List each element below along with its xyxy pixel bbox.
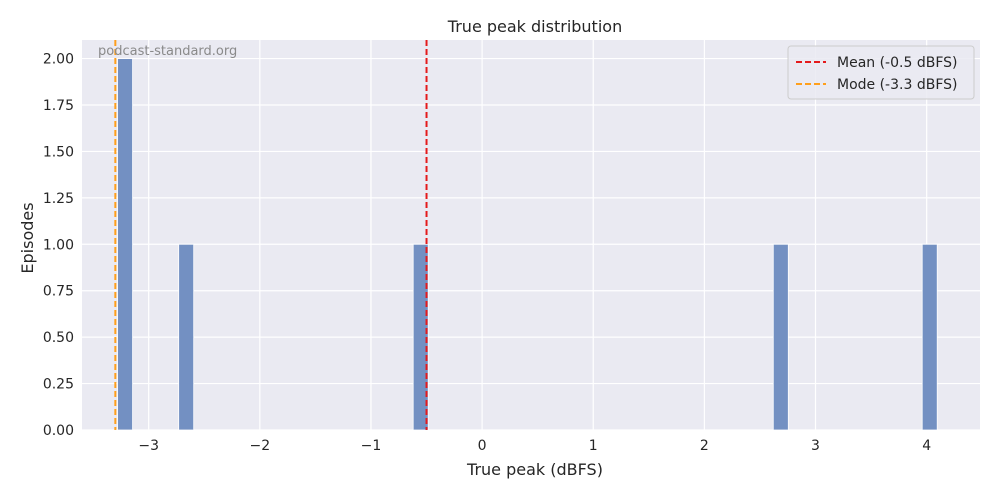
y-tick-label-6: 1.50	[43, 144, 74, 160]
histogram-bar-1	[178, 243, 195, 431]
legend-box	[787, 45, 975, 100]
x-tick-label-0: −3	[138, 438, 159, 454]
legend: Mean (-0.5 dBFS) Mode (-3.3 dBFS)	[787, 45, 975, 100]
x-tick-label-3: 0	[478, 438, 487, 454]
reference-lines	[114, 40, 428, 430]
histogram-bar-0	[117, 58, 133, 431]
y-axis-label: Episodes	[18, 202, 37, 273]
histogram-bar-2	[412, 243, 429, 431]
y-tick-label-1: 0.25	[43, 377, 74, 393]
y-tick-label-5: 1.25	[43, 191, 74, 207]
histogram-bar-4	[921, 243, 938, 431]
y-tick-labels: 0.00 0.25 0.50 0.75 1.00 1.25 1.50 1.75 2.00	[43, 52, 74, 439]
legend-label-mean: Mean (-0.5 dBFS)	[837, 55, 957, 71]
y-tick-label-2: 0.50	[43, 330, 74, 346]
x-tick-label-4: 1	[589, 438, 598, 454]
grid-lines	[82, 40, 980, 431]
x-tick-label-6: 3	[811, 438, 820, 454]
x-tick-labels: −3 −2 −1 0 1 2 3 4	[138, 438, 931, 454]
x-axis-label: True peak (dBFS)	[466, 460, 603, 479]
histogram-bar-3	[772, 243, 789, 431]
x-tick-label-1: −2	[250, 438, 271, 454]
x-tick-label-7: 4	[922, 438, 931, 454]
bars	[117, 58, 938, 431]
y-tick-label-3: 0.75	[43, 284, 74, 300]
watermark-text: podcast-standard.org	[98, 44, 237, 59]
chart-title: True peak distribution	[447, 17, 622, 36]
x-tick-label-5: 2	[700, 438, 709, 454]
y-tick-label-8: 2.00	[43, 52, 74, 68]
y-tick-label-0: 0.00	[43, 423, 74, 439]
y-tick-label-7: 1.75	[43, 98, 74, 114]
y-tick-label-4: 1.00	[43, 237, 74, 253]
legend-label-mode: Mode (-3.3 dBFS)	[837, 77, 957, 93]
x-tick-label-2: −1	[361, 438, 382, 454]
